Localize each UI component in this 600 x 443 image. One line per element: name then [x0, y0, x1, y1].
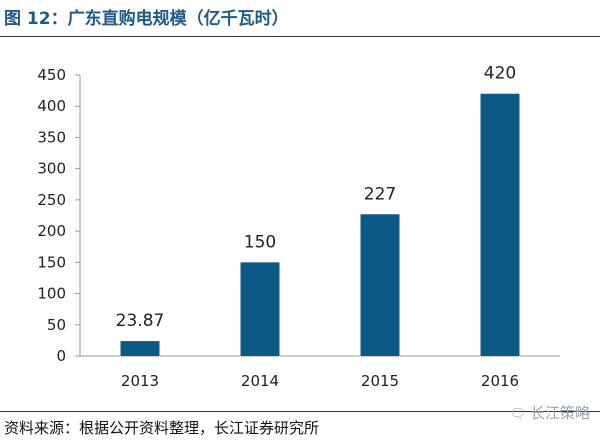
- data-label: 420: [484, 64, 516, 84]
- data-label: 227: [364, 184, 396, 204]
- data-label: 23.87: [116, 311, 165, 331]
- bar: [120, 341, 160, 356]
- figure-title: 图 12：广东直购电规模（亿千瓦时）: [4, 9, 289, 29]
- x-tick-label: 2015: [361, 372, 399, 390]
- bar: [480, 93, 520, 356]
- bars: [120, 93, 520, 356]
- y-tick-label: 0: [56, 347, 66, 365]
- y-tick-label: 100: [37, 285, 66, 303]
- x-axis: 2013 2014 2015 2016: [80, 355, 560, 390]
- source-note: 资料来源：根据公开资料整理，长江证券研究所: [4, 419, 320, 437]
- bar-chart: 0 50 100 150 200 250 300 350 400 450 2013 2014 2015…: [37, 64, 560, 390]
- y-tick-label: 150: [37, 253, 66, 271]
- title-divider: [0, 36, 600, 37]
- x-tick-label: 2013: [121, 372, 159, 390]
- y-tick-label: 50: [47, 316, 66, 334]
- y-tick-label: 350: [37, 128, 66, 146]
- y-tick-label: 450: [37, 66, 66, 84]
- y-tick-label: 200: [37, 222, 66, 240]
- value-labels: 23.87 150 227 420: [116, 64, 517, 331]
- data-label: 150: [244, 232, 276, 252]
- y-tick-label: 400: [37, 97, 66, 115]
- x-tick-label: 2016: [481, 372, 519, 390]
- y-tick-label: 250: [37, 191, 66, 209]
- watermark-text: 长江策略: [529, 404, 590, 422]
- watermark: 🗨 长江策略: [509, 402, 590, 423]
- source-divider: [0, 411, 600, 412]
- bar: [240, 262, 280, 356]
- chat-bubble-icon: 🗨: [509, 407, 526, 422]
- y-tick-label: 300: [37, 160, 66, 178]
- x-tick-label: 2014: [241, 372, 279, 390]
- bar: [360, 214, 400, 356]
- y-axis: 0 50 100 150 200 250 300 350 400 450: [37, 66, 81, 365]
